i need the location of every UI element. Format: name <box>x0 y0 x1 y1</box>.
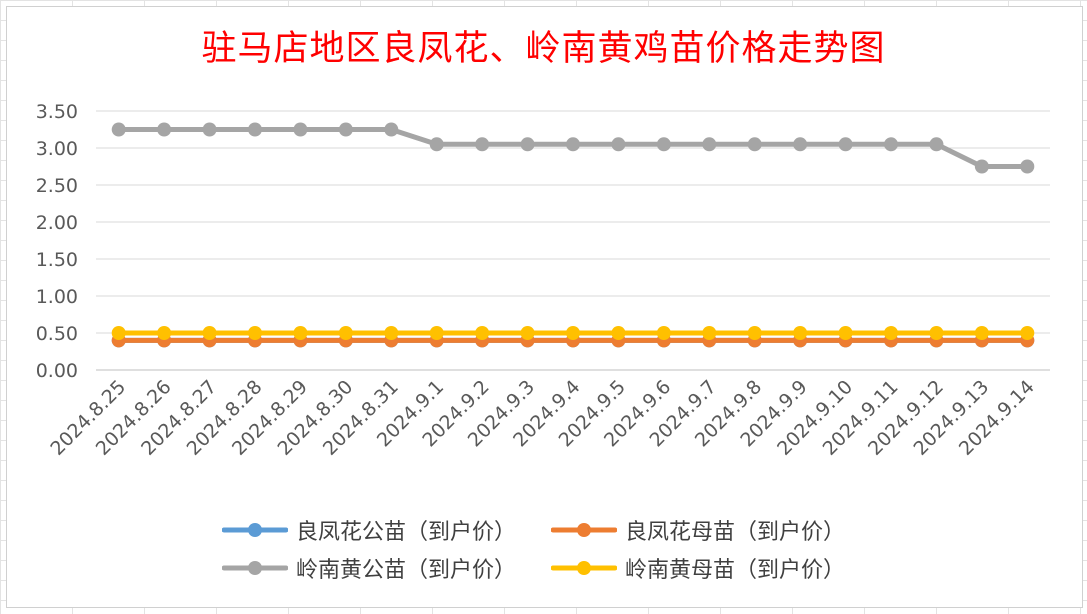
legend-swatch-2 <box>222 561 288 575</box>
y-tick-label: 2.50 <box>36 175 78 197</box>
data-point <box>157 326 172 340</box>
y-tick-label: 0.00 <box>36 360 78 382</box>
data-point <box>974 159 989 174</box>
legend-item: 良凤花公苗（到户价） <box>222 515 516 545</box>
data-point <box>747 326 762 340</box>
data-point <box>248 122 262 137</box>
series-2 <box>111 122 1035 174</box>
data-point <box>974 326 989 340</box>
data-point <box>838 137 853 152</box>
legend-label: 岭南黄公苗（到户价） <box>296 558 517 583</box>
y-tick-label: 2.00 <box>36 212 78 234</box>
chart-area[interactable] <box>6 6 1083 608</box>
data-point <box>338 326 353 340</box>
data-point <box>929 137 944 152</box>
y-tick-label: 1.50 <box>36 249 78 271</box>
legend-label: 良凤花公苗（到户价） <box>296 520 517 545</box>
data-point <box>475 326 490 340</box>
legend-swatch-1 <box>551 523 617 537</box>
data-point <box>656 326 671 340</box>
data-point <box>702 137 717 152</box>
data-point <box>656 137 671 152</box>
data-point <box>248 326 262 340</box>
data-point <box>566 137 580 152</box>
y-tick-label: 0.50 <box>36 323 78 345</box>
data-point <box>384 122 399 137</box>
data-point <box>111 326 126 340</box>
data-point <box>884 137 898 152</box>
data-point <box>793 137 808 152</box>
series-3 <box>111 326 1035 340</box>
data-point <box>838 326 853 340</box>
series-lines <box>111 122 1035 348</box>
chart-title: 驻马店地区良凤花、岭南黄鸡苗价格走势图 <box>201 29 886 69</box>
legend-label: 良凤花母苗（到户价） <box>625 520 846 545</box>
y-tick-label: 3.00 <box>36 138 78 160</box>
data-point <box>111 122 126 137</box>
data-point <box>929 326 944 340</box>
y-tick-label: 1.00 <box>36 286 78 308</box>
data-point <box>520 137 535 152</box>
data-point <box>384 326 399 340</box>
data-point <box>293 122 308 137</box>
y-axis-ticks: 0.00 0.50 1.00 1.50 2.00 2.50 3.00 3.50 <box>36 101 78 382</box>
legend-item: 岭南黄公苗（到户价） <box>222 553 516 583</box>
data-point <box>611 326 626 340</box>
data-point <box>293 326 308 340</box>
data-point <box>429 137 444 152</box>
legend-item: 良凤花母苗（到户价） <box>551 515 845 545</box>
legend-marker <box>248 561 262 575</box>
y-tick-label: 3.50 <box>36 101 78 123</box>
data-point <box>475 137 490 152</box>
legend-label: 岭南黄母苗（到户价） <box>625 558 846 583</box>
legend-marker <box>577 561 591 575</box>
legend-swatch-3 <box>551 561 617 575</box>
data-point <box>702 326 717 340</box>
legend-swatch-0 <box>222 523 288 537</box>
data-point <box>202 122 217 137</box>
x-axis-ticks: 2024.8.252024.8.262024.8.272024.8.282024… <box>46 376 1039 460</box>
legend-marker <box>248 523 262 537</box>
legend-item: 岭南黄母苗（到户价） <box>551 553 845 583</box>
data-point <box>1020 326 1035 340</box>
data-point <box>1020 159 1035 174</box>
data-point <box>611 137 626 152</box>
data-point <box>520 326 535 340</box>
data-point <box>157 122 172 137</box>
data-point <box>338 122 353 137</box>
legend-marker <box>577 523 591 537</box>
data-point <box>747 137 762 152</box>
data-point <box>566 326 580 340</box>
data-point <box>793 326 808 340</box>
data-point <box>884 326 898 340</box>
data-point <box>202 326 217 340</box>
data-point <box>429 326 444 340</box>
